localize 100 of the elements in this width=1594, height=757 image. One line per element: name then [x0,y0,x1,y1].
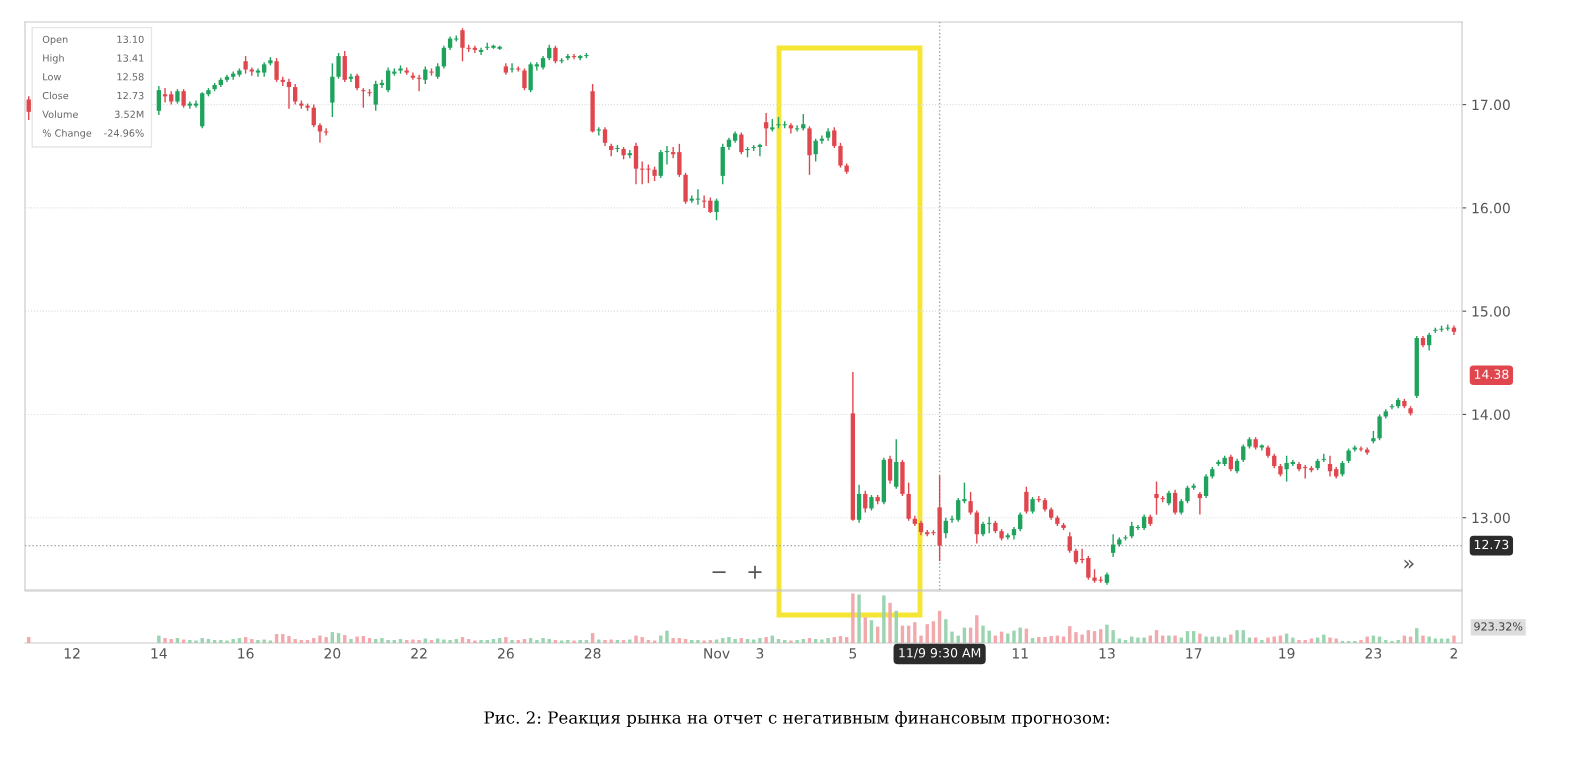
x-tick-label: 19 [1279,648,1295,659]
bar [429,640,434,643]
bar [485,640,489,643]
bar [795,640,799,643]
y-tick-label: 17.00 [1472,99,1510,111]
candlestick [794,124,800,133]
bar [702,640,706,643]
bar [1235,630,1239,643]
bar [1173,635,1177,643]
candlestick [1024,486,1029,515]
bar [844,637,849,643]
candlestick [968,491,973,516]
y-tick-label: 14.00 [1472,409,1510,420]
candlestick [788,122,794,135]
x-tick-label: 20 [324,648,341,659]
bar [1111,630,1115,643]
candlestick [1203,473,1209,499]
candlestick [181,88,186,109]
bar [1452,635,1456,643]
bar [411,639,415,643]
bar [1074,632,1078,643]
bar [597,639,601,643]
bar [386,640,390,643]
bar [882,595,886,643]
bar [783,640,787,643]
annotation: 3.52M [114,110,144,118]
bar [27,637,31,643]
candlestick [156,85,162,116]
bar [349,639,353,643]
bar [888,602,892,643]
candlestick [813,138,818,163]
bar [541,638,545,643]
text: 923.32% [1474,622,1523,631]
bar [727,637,731,643]
bar [479,640,483,643]
annotation: Open [42,35,68,45]
bar [243,637,248,643]
x-tick-label: 22 [411,648,427,659]
candlestick [658,149,663,179]
candlestick [832,126,837,149]
candlestick [1154,480,1159,516]
bar [981,625,985,643]
candlestick [887,455,893,485]
bar [535,640,539,643]
bar [1421,635,1425,643]
bar [1123,640,1128,643]
bar [696,640,700,643]
bar [1328,637,1332,643]
bar [950,631,954,643]
annotation: » [1404,559,1414,569]
bar [919,635,923,643]
candlestick [1365,446,1370,456]
bar [944,619,948,643]
bar [212,640,217,643]
bar [640,637,644,643]
bar [405,640,409,643]
candlestick [714,197,719,221]
bar [188,640,192,643]
bar [851,593,855,643]
bar [987,630,991,643]
bar [250,639,254,643]
bar [274,634,279,643]
ref-line-label: 12.73 [1474,539,1509,550]
x-tick-label: 26 [498,648,514,659]
candlestick [677,143,682,178]
candlestick [1284,455,1289,483]
bar [1260,640,1264,643]
bar [305,640,310,643]
candlestick [26,95,31,121]
bar [355,636,359,643]
candlestick [274,57,279,83]
bar [460,637,465,643]
bar [417,640,421,643]
bar [764,637,768,643]
bar [1291,637,1295,643]
candlestick [701,194,707,209]
annotation: 12.73 [117,91,144,100]
annotation: + [748,565,762,579]
bar [1012,630,1016,643]
bar [646,640,651,643]
candlestick [336,52,341,80]
bar [516,640,520,643]
bar [281,634,285,643]
bar [708,640,713,643]
bar [1198,633,1202,643]
bar [163,638,167,643]
candlestick [1079,547,1085,564]
text: 14.38 [1474,369,1509,379]
bar [1365,636,1369,643]
bar [1266,637,1270,643]
y-tick-label: 16.00 [1472,202,1510,214]
bar [615,640,620,643]
bar [1167,635,1171,643]
bar [1384,640,1388,643]
bar [820,639,824,643]
bar [578,640,582,643]
annotation: 13.41 [117,54,144,62]
bar [473,640,477,643]
candlestick [956,497,961,523]
candlestick [286,78,292,110]
